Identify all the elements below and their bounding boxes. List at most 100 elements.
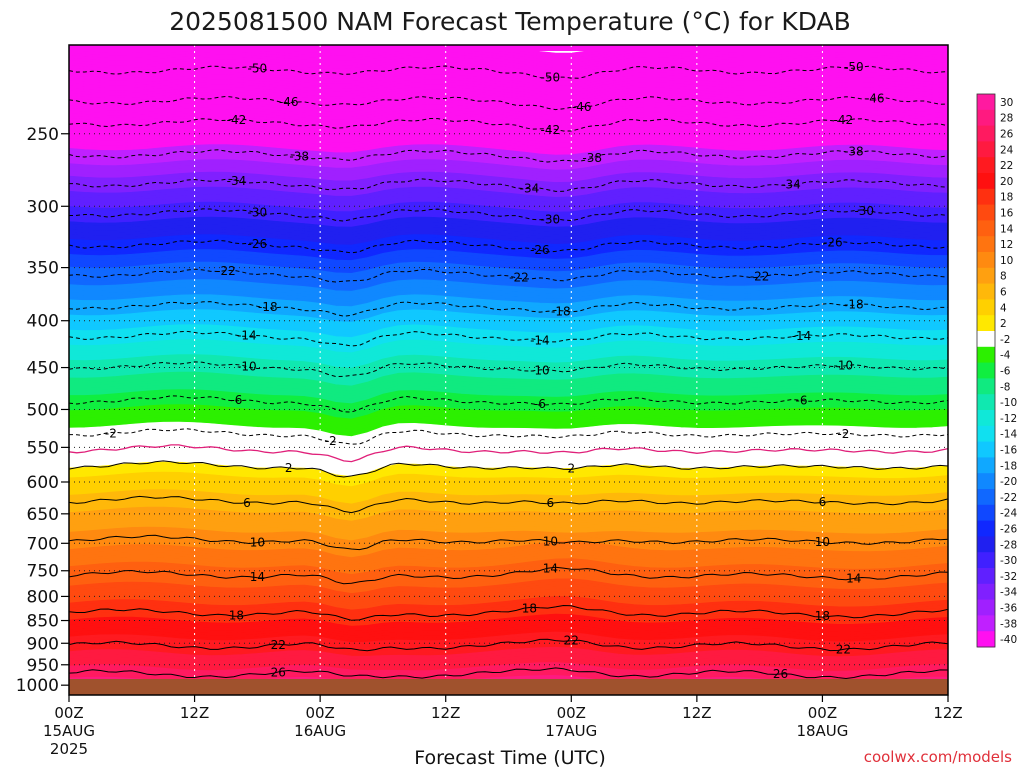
contour-label: -2 bbox=[837, 427, 849, 441]
y-tick-label: 300 bbox=[27, 197, 59, 217]
contour-label: -18 bbox=[551, 305, 571, 319]
contour-line bbox=[68, 149, 949, 163]
contour-label: -30 bbox=[248, 205, 268, 219]
y-tick-label: 350 bbox=[27, 259, 59, 279]
plot-frame bbox=[68, 44, 949, 696]
contour-label: 14 bbox=[543, 562, 558, 576]
contour-label: 10 bbox=[543, 534, 558, 548]
contour-label: -42 bbox=[541, 123, 561, 137]
colorbar-label: -40 bbox=[1000, 634, 1017, 646]
contour-label: -50 bbox=[844, 60, 864, 74]
colorbar-label: -4 bbox=[1000, 350, 1011, 362]
contour-label: -14 bbox=[792, 329, 812, 343]
x-tick-label: 00Z bbox=[557, 704, 586, 722]
colorbar-label: 20 bbox=[1000, 176, 1013, 188]
colorbar-label: -34 bbox=[1000, 587, 1017, 599]
contour-line bbox=[68, 534, 949, 551]
colorbar-swatch bbox=[977, 410, 995, 427]
contour-line bbox=[68, 95, 949, 111]
colorbar-swatch bbox=[977, 457, 995, 474]
colorbar-swatch bbox=[977, 473, 995, 490]
y-tick-label: 250 bbox=[27, 125, 59, 145]
contour-label: -6 bbox=[230, 393, 242, 407]
colorbar: 30 28 26 24 22 20 18 16 14 12 10 8 6 4 2 -2 -4 -6 -8 -10 -12… bbox=[976, 93, 1017, 648]
contour-label: 22 bbox=[836, 643, 851, 657]
contour-label: 10 bbox=[815, 535, 830, 549]
contour-line bbox=[68, 208, 949, 222]
colorbar-label: 4 bbox=[1000, 302, 1007, 314]
contour-label: -18 bbox=[258, 300, 278, 314]
colorbar-swatch bbox=[977, 631, 995, 648]
colorbar-label: -16 bbox=[1000, 445, 1017, 457]
colorbar-label: 10 bbox=[1000, 255, 1013, 267]
contour-label: -46 bbox=[865, 91, 885, 105]
y-tick-label: 550 bbox=[27, 438, 59, 458]
colorbar-swatch bbox=[977, 204, 995, 221]
credit-link[interactable]: coolwx.com/models bbox=[864, 748, 1012, 766]
contour-line bbox=[68, 667, 949, 680]
colorbar-label: 8 bbox=[1000, 271, 1007, 283]
contour-line bbox=[68, 638, 949, 652]
x-tick-label: 12Z bbox=[431, 704, 460, 722]
contour-label: -34 bbox=[227, 174, 247, 188]
contour-label: 6 bbox=[243, 496, 251, 510]
ground-band bbox=[69, 679, 948, 695]
contour-labels: -50 -50 -50 -46 -46 -46 -42 -42 -42 -38 -38 -38 -34 -… bbox=[105, 60, 885, 681]
contour-label: 14 bbox=[250, 570, 265, 584]
contour-label: -6 bbox=[534, 397, 546, 411]
colorbar-swatch bbox=[977, 520, 995, 537]
contour-line bbox=[68, 268, 949, 283]
colorbar-label: 18 bbox=[1000, 192, 1013, 204]
colorbar-swatch bbox=[977, 568, 995, 585]
colorbar-label: 16 bbox=[1000, 208, 1014, 220]
colorbar-swatch bbox=[977, 173, 995, 190]
contour-label: -26 bbox=[823, 236, 843, 250]
colorbar-swatch bbox=[977, 489, 995, 506]
colorbar-label: 14 bbox=[1000, 223, 1014, 235]
contour-label: 6 bbox=[819, 495, 827, 509]
colorbar-label: 2 bbox=[1000, 318, 1007, 330]
temp-band bbox=[69, 45, 948, 51]
colorbar-label: -14 bbox=[1000, 429, 1017, 441]
colorbar-swatch bbox=[977, 378, 995, 395]
colorbar-label: 22 bbox=[1000, 160, 1013, 172]
colorbar-label: -18 bbox=[1000, 460, 1017, 472]
contour-label: -38 bbox=[582, 151, 602, 165]
colorbar-label: 30 bbox=[1000, 97, 1013, 109]
contour-line bbox=[68, 239, 949, 254]
contour-label: -50 bbox=[248, 61, 268, 75]
contour-label: 18 bbox=[229, 608, 244, 622]
colorbar-label: -2 bbox=[1000, 334, 1010, 346]
y-tick-label: 800 bbox=[27, 587, 59, 607]
colorbar-label: -10 bbox=[1000, 397, 1017, 409]
contour-line bbox=[68, 428, 949, 445]
contour-line bbox=[68, 566, 949, 585]
contour-label: -46 bbox=[279, 95, 299, 109]
colorbar-swatch bbox=[977, 125, 995, 142]
contour-label: -2 bbox=[325, 434, 337, 448]
colorbar-frame bbox=[976, 93, 996, 648]
colorbar-label: -20 bbox=[1000, 476, 1017, 488]
contour-label: -42 bbox=[227, 113, 247, 127]
colorbar-label: -6 bbox=[1000, 366, 1011, 378]
colorbar-label: -28 bbox=[1000, 539, 1017, 551]
colorbar-label: 24 bbox=[1000, 144, 1014, 156]
contour-line bbox=[68, 178, 949, 192]
colorbar-swatch bbox=[977, 504, 995, 522]
contour-label: -14 bbox=[530, 333, 550, 347]
contour-label: 2 bbox=[567, 461, 575, 475]
chart-title: 2025081500 NAM Forecast Temperature (°C)… bbox=[169, 7, 851, 36]
y-tick-label: 700 bbox=[27, 534, 59, 554]
contour-label: -6 bbox=[796, 393, 808, 407]
colorbar-swatch bbox=[977, 425, 995, 443]
contour-line bbox=[68, 460, 949, 478]
y-tick-label: 650 bbox=[27, 505, 59, 525]
contour-line bbox=[68, 604, 949, 621]
colorbar-label: -38 bbox=[1000, 618, 1017, 630]
x-tick-label: 00Z bbox=[808, 704, 837, 722]
contour-line bbox=[68, 301, 949, 317]
contour-label: 18 bbox=[522, 601, 537, 615]
colorbar-swatch bbox=[977, 394, 995, 411]
colorbar-label: -24 bbox=[1000, 508, 1017, 520]
